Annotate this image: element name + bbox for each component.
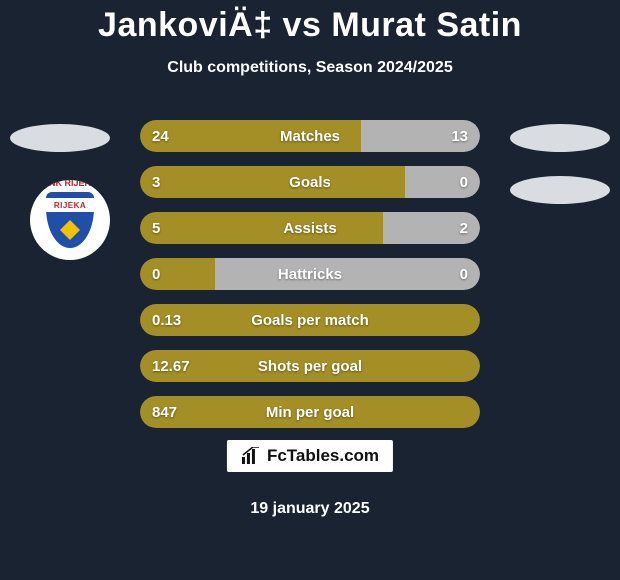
stat-label: Hattricks bbox=[140, 258, 480, 290]
player-right-placeholder-2 bbox=[510, 176, 610, 204]
stat-row: 0.13Goals per match bbox=[140, 304, 480, 336]
player-right-placeholder bbox=[510, 124, 610, 152]
stat-row: 52Assists bbox=[140, 212, 480, 244]
stat-row: 12.67Shots per goal bbox=[140, 350, 480, 382]
stat-label: Min per goal bbox=[140, 396, 480, 428]
stat-row: 00Hattricks bbox=[140, 258, 480, 290]
stat-row: 2413Matches bbox=[140, 120, 480, 152]
site-logo: FcTables.com bbox=[227, 440, 393, 472]
page-date: 19 january 2025 bbox=[0, 500, 620, 518]
player-left-placeholder bbox=[10, 124, 110, 152]
stat-label: Goals bbox=[140, 166, 480, 198]
site-logo-text: FcTables.com bbox=[267, 446, 379, 466]
shield-stripe: RIJEKA bbox=[46, 198, 94, 212]
comparison-card: JankoviÄ‡ vs Murat Satin Club competitio… bbox=[0, 0, 620, 580]
stat-label: Assists bbox=[140, 212, 480, 244]
club-badge: HNK RIJEKA RIJEKA bbox=[30, 180, 110, 260]
stat-row: 30Goals bbox=[140, 166, 480, 198]
page-title: JankoviÄ‡ vs Murat Satin bbox=[0, 0, 620, 45]
stat-label: Shots per goal bbox=[140, 350, 480, 382]
stat-label: Goals per match bbox=[140, 304, 480, 336]
stat-bars: 2413Matches 30Goals 52Assists 00Hattricks 0.… bbox=[140, 120, 480, 442]
stat-label: Matches bbox=[140, 120, 480, 152]
page-subtitle: Club competitions, Season 2024/2025 bbox=[0, 59, 620, 77]
stat-row: 847Min per goal bbox=[140, 396, 480, 428]
club-shield: RIJEKA bbox=[46, 192, 94, 248]
bar-chart-icon bbox=[241, 447, 261, 465]
